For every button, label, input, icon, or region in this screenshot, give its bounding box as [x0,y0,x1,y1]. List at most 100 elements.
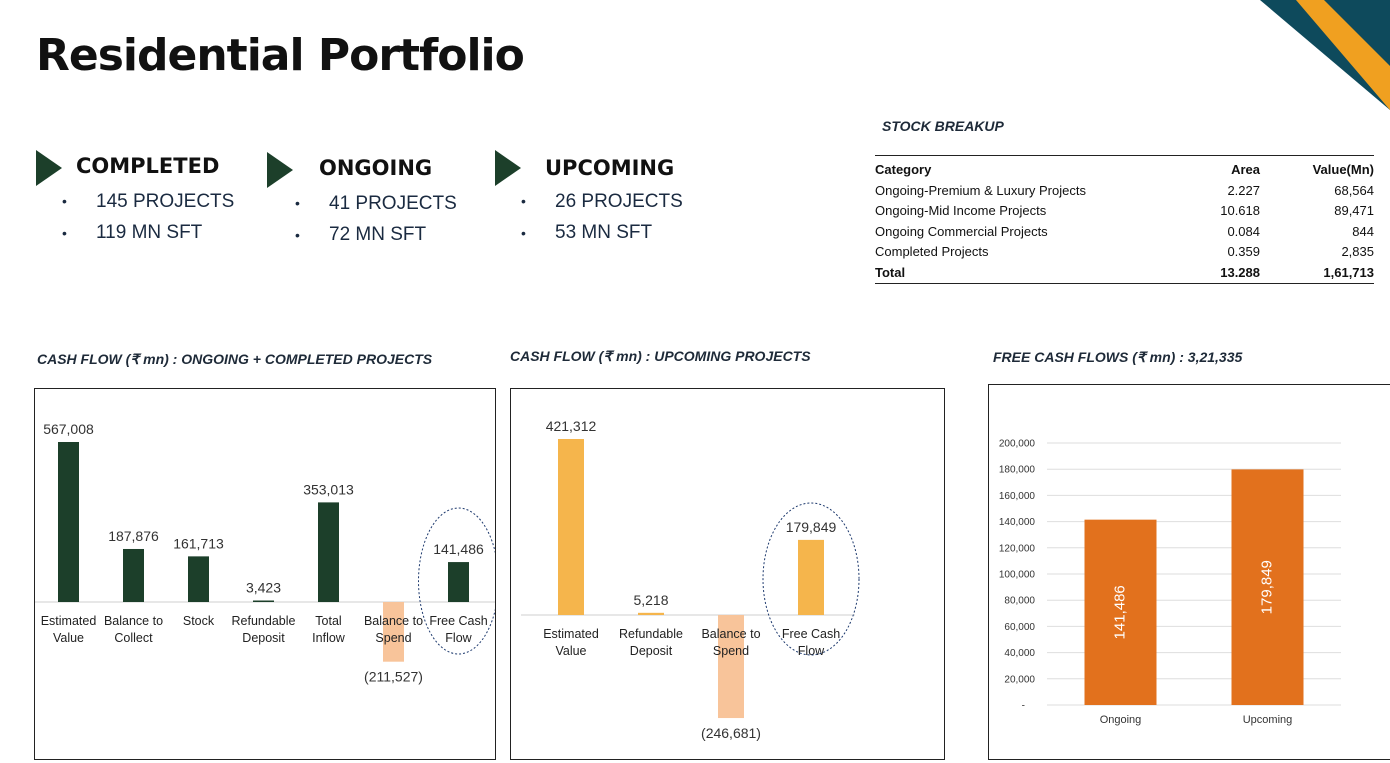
table-header-row: Category Area Value(Mn) [875,156,1374,181]
category-label: Upcoming [1243,714,1293,726]
data-label: (246,681) [701,725,761,741]
y-tick-label: 120,000 [999,543,1036,554]
list-item: • 26 PROJECTS [521,186,683,217]
bar [638,612,664,615]
table-cell: 2.227 [1227,182,1260,198]
header-cell: Area [1231,162,1260,177]
category-label: Balance to [364,614,423,628]
chart2-frame: 421,312 Estimated Value 5,218 Refundable Depo… [510,388,945,760]
data-label: (211,527) [364,669,423,685]
stat-heading: UPCOMING [545,156,675,180]
bar [448,562,469,602]
y-tick-label: 80,000 [1004,596,1035,607]
chart1-frame: 567,008 Estimated Value 187,876 Balance to Co… [26,388,499,760]
y-tick-label: 180,000 [999,465,1036,476]
data-label: 179,849 [1258,560,1275,614]
table-cell: 89,471 [1334,203,1374,218]
category-label: Free Cash [782,627,840,641]
table-cell: Ongoing Commercial Projects [875,223,1048,239]
header-cell: Category [875,162,932,177]
data-label: 187,876 [108,528,159,544]
category-label: Deposit [242,631,285,645]
stat-list: • 41 PROJECTS • 72 MN SFT [295,188,457,251]
category-label: Refundable [619,627,683,641]
bar [383,602,404,662]
bar [558,439,584,615]
table-cell: 0.084 [1227,223,1260,239]
category-label: Spend [713,644,749,658]
table-cell: 68,564 [1334,182,1374,198]
chart2-title: CASH FLOW (₹ mn) : UPCOMING PROJECTS [510,348,811,364]
category-label: Value [53,631,84,645]
table-cell: 844 [1352,223,1374,239]
chart1-svg: 567,008 Estimated Value 187,876 Balance to Co… [26,421,499,685]
table-cell: 0.359 [1227,244,1260,259]
table-cell: 1,61,713 [1260,262,1374,284]
bar [318,502,339,602]
category-label: Spend [375,631,411,645]
data-label: 5,218 [633,592,668,608]
bar [1231,469,1304,705]
list-item: • 72 MN SFT [295,219,457,250]
table-row: Ongoing-Premium & Luxury Projects 2.227 … [875,181,1374,202]
arrow-icon [267,152,293,188]
arrow-icon [495,150,521,186]
table-cell: Completed Projects [875,244,989,259]
table-cell: Ongoing-Premium & Luxury Projects [875,182,1086,198]
list-item: • 119 MN SFT [62,217,234,248]
list-item: • 145 PROJECTS [62,186,234,217]
table-total-row: Total 13.288 1,61,713 [875,262,1374,284]
category-label: Estimated [41,614,97,628]
table-cell: 10.618 [1220,203,1260,218]
data-label: 3,423 [246,580,281,596]
category-label: Estimated [543,627,599,641]
chart1-title: CASH FLOW (₹ mn) : ONGOING + COMPLETED P… [37,351,433,367]
bullet-icon: • [295,226,300,243]
chart3-svg: - 20,000 40,000 60,000 80,000 100,000 120,000 1… [999,439,1341,726]
arrow-icon [36,150,62,186]
table-cell: Total [875,262,1185,284]
category-label: Free Cash [429,614,487,628]
y-tick-label: 160,000 [999,491,1036,502]
y-tick-label: 60,000 [1004,622,1035,633]
bar [798,539,824,615]
category-label: Balance to [701,627,760,641]
bar [58,442,79,602]
category-label: Total [315,614,341,628]
bar [188,556,209,602]
y-tick-label: 200,000 [999,439,1036,450]
category-label: Deposit [630,644,673,658]
stat-list: • 145 PROJECTS • 119 MN SFT [62,186,234,249]
table-cell: 13.288 [1185,262,1260,284]
bullet-icon: • [62,193,67,210]
list-item: • 41 PROJECTS [295,188,457,219]
category-label: Ongoing [1100,714,1142,726]
chart3-title: FREE CASH FLOWS (₹ mn) : 3,21,335 [993,349,1243,365]
data-label: 567,008 [43,421,94,437]
table-cell: 2,835 [1341,244,1374,259]
bar [718,615,744,719]
highlight-ellipse [762,502,860,656]
bullet-icon: • [295,195,300,212]
stock-breakup-table: Category Area Value(Mn) Ongoing-Premium … [875,155,1374,284]
data-label: 141,486 [433,541,484,557]
stat-heading: COMPLETED [76,154,220,178]
data-label: 421,312 [546,418,597,434]
y-tick-label: 100,000 [999,570,1036,581]
category-label: Collect [114,631,153,645]
header-cell: Value(Mn) [1312,162,1374,177]
category-label: Value [555,644,586,658]
stat-heading: ONGOING [319,156,433,180]
bullet-icon: • [62,224,67,241]
data-label: 353,013 [303,481,354,497]
table-row: Completed Projects 0.359 2,835 [875,242,1374,263]
y-tick-label: 40,000 [1004,648,1035,659]
bar [253,600,274,602]
list-item: • 53 MN SFT [521,217,683,248]
stat-list: • 26 PROJECTS • 53 MN SFT [521,186,683,249]
category-label: Flow [798,644,825,658]
table-cell: Ongoing-Mid Income Projects [875,203,1047,218]
data-label: 179,849 [786,519,837,535]
category-label: Balance to [104,614,163,628]
y-tick-label: 140,000 [999,517,1036,528]
